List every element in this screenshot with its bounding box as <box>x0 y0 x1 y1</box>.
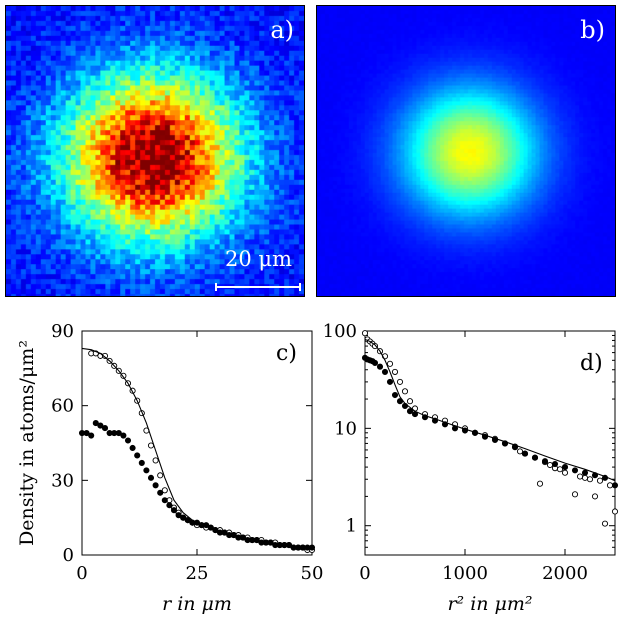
x-tick-label: 2000 <box>542 563 588 584</box>
data-point-open <box>401 388 409 395</box>
data-point-open <box>152 457 159 464</box>
data-point-filled <box>97 422 104 429</box>
data-point-open <box>591 493 599 500</box>
data-point-filled <box>124 437 132 444</box>
data-point-filled <box>571 467 579 474</box>
density-heatmap-b <box>317 6 615 296</box>
data-point-open <box>516 448 524 455</box>
scale-bar-label: 20 μm <box>225 247 292 271</box>
panel-label-c: c) <box>276 341 297 366</box>
data-point-filled <box>371 359 379 366</box>
data-point-filled <box>143 467 150 474</box>
data-point-open <box>161 487 168 494</box>
data-point-open <box>546 461 554 469</box>
data-point-open <box>561 469 569 476</box>
data-point-open <box>536 480 544 487</box>
y-tick-label: 60 <box>51 396 74 417</box>
plot-d-frame <box>364 330 616 556</box>
data-point-open <box>596 477 604 484</box>
data-point-filled <box>581 469 589 476</box>
plot-c-ylabel: Density in atoms/μm² <box>16 340 38 546</box>
data-point-filled <box>138 459 145 466</box>
radial-profile-plot: c) r in μm Density in atoms/μm² 0 25 50 0 30… <box>16 321 323 615</box>
data-point-filled <box>83 429 90 437</box>
data-point-filled <box>376 363 384 370</box>
data-point-open <box>396 378 404 385</box>
panel-label-a: a) <box>270 16 294 44</box>
data-point-open <box>601 520 609 527</box>
data-point-filled <box>161 497 168 504</box>
data-point-filled <box>391 391 399 399</box>
density-heatmap-a <box>6 6 304 296</box>
data-point-filled <box>120 432 127 439</box>
plot-c-xlabel: r in μm <box>162 593 232 615</box>
fit-line <box>364 338 616 482</box>
data-point-open <box>571 491 579 498</box>
data-point-filled <box>521 450 529 457</box>
data-point-filled <box>180 514 187 521</box>
fit-line <box>81 347 313 550</box>
data-point-open <box>386 360 394 367</box>
log-profile-plot: d) r² in μm² 0 1000 2000 1 10 100 <box>323 321 619 615</box>
data-point-filled <box>147 474 155 481</box>
data-point-open <box>606 482 614 489</box>
data-point-filled <box>381 368 389 375</box>
data-point-filled <box>92 420 99 427</box>
y-tick-label: 100 <box>323 321 357 342</box>
data-point-open <box>581 474 589 481</box>
data-point-filled <box>551 460 559 468</box>
data-point-open <box>361 330 369 337</box>
data-point-filled <box>611 482 619 489</box>
data-point-filled <box>101 425 109 432</box>
absorption-image-b: b) <box>316 5 616 297</box>
y-tick-label: 90 <box>51 321 74 342</box>
data-point-filled <box>561 464 569 471</box>
y-tick-label: 0 <box>63 545 74 566</box>
panel-label-b: b) <box>580 16 605 44</box>
y-tick-label: 30 <box>51 470 74 491</box>
data-point-filled <box>88 432 95 439</box>
data-point-open <box>576 473 584 480</box>
y-tick-label: 1 <box>346 516 357 537</box>
data-point-filled <box>386 378 394 385</box>
data-point-filled <box>175 512 182 519</box>
data-point-filled <box>157 489 164 496</box>
data-point-open <box>101 352 109 359</box>
plot-d-xlabel: r² in μm² <box>447 593 532 615</box>
data-point-filled <box>406 408 414 415</box>
data-point-open <box>556 466 564 473</box>
absorption-image-a: a) 20 μm <box>5 5 305 297</box>
data-point-open <box>157 472 164 479</box>
data-point-filled <box>184 517 191 524</box>
data-point-filled <box>129 444 136 452</box>
data-point-filled <box>531 454 539 461</box>
data-point-open <box>391 368 399 375</box>
panel-label-d: d) <box>580 351 603 376</box>
data-point-filled <box>134 452 141 459</box>
data-point-filled <box>166 502 173 509</box>
x-tick-label: 25 <box>186 563 209 584</box>
scale-bar <box>215 283 301 291</box>
x-tick-label: 0 <box>76 563 87 584</box>
data-point-open <box>611 508 619 515</box>
y-tick-label: 10 <box>334 418 357 439</box>
x-tick-label: 0 <box>359 563 370 584</box>
data-point-filled <box>170 507 178 514</box>
x-tick-label: 50 <box>301 563 324 584</box>
data-point-filled <box>541 458 549 465</box>
data-point-open <box>586 476 594 483</box>
data-point-filled <box>152 482 159 489</box>
data-point-filled <box>115 429 122 437</box>
data-point-open <box>406 398 414 405</box>
x-tick-label: 1000 <box>442 563 488 584</box>
